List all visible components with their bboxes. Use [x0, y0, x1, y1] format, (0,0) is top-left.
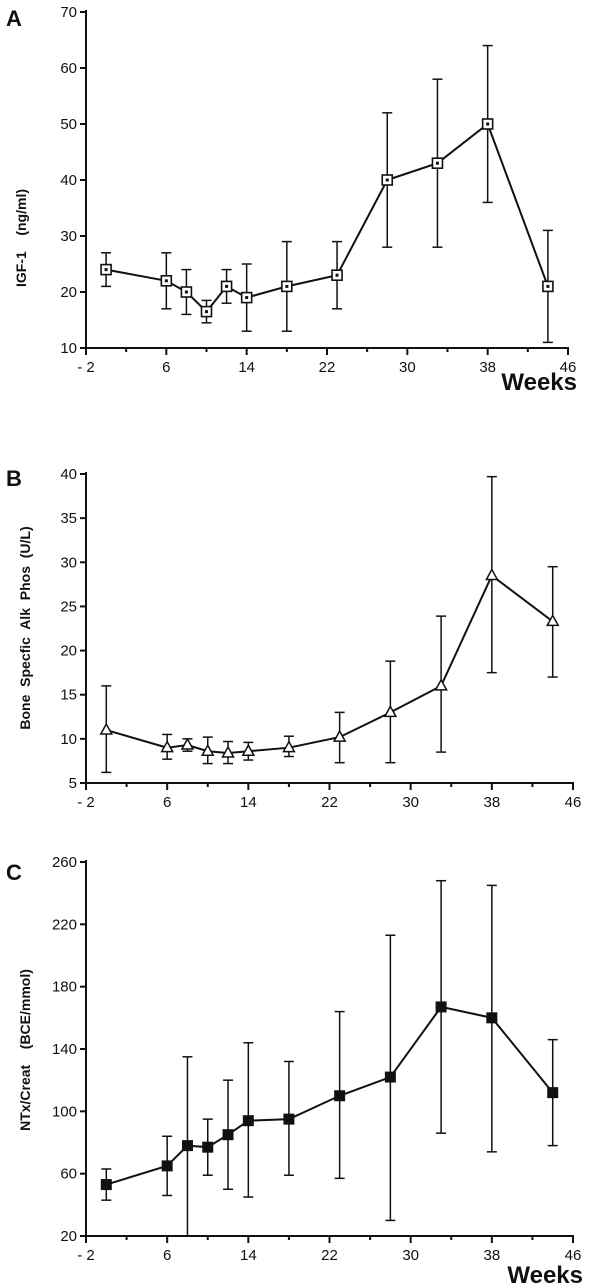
y-tick-label: 30: [60, 554, 77, 571]
y-tick-label: 220: [52, 916, 77, 933]
y-tick-label: 40: [60, 466, 77, 483]
y-axis-label: Bone Specfic Alk Phos (U/L): [17, 526, 33, 729]
y-tick-label: 10: [60, 731, 77, 748]
data-point: [221, 745, 235, 758]
x-tick-label: 46: [560, 359, 577, 376]
y-tick-label: 180: [52, 979, 77, 996]
y-axis-label: NTx/Creat (BCE/mmol): [17, 969, 33, 1131]
data-point: [384, 1071, 396, 1083]
y-tick-label: 15: [60, 687, 77, 704]
x-tick-label: 22: [321, 1247, 338, 1264]
y-tick-label: 5: [69, 775, 77, 792]
data-point-dot: [184, 290, 188, 294]
x-tick-label: 30: [402, 1247, 419, 1264]
data-point: [160, 740, 174, 753]
data-point: [334, 1090, 346, 1102]
x-tick-label: 46: [565, 794, 582, 811]
data-point: [100, 1179, 112, 1191]
chart-panel-c: C 20 60 100 140 180 220 260 - 2 6 14 22 30 38 46 NTx/Cr…: [6, 854, 583, 1288]
data-point: [242, 1115, 254, 1127]
data-point: [383, 704, 398, 718]
data-point-dot: [205, 310, 208, 314]
x-tick-label: 38: [483, 794, 500, 811]
y-tick-label: 100: [52, 1103, 77, 1120]
data-point: [283, 1113, 295, 1125]
data-point-dot: [245, 296, 249, 300]
y-tick-label: 10: [60, 340, 77, 357]
y-tick-label: 60: [60, 60, 77, 77]
x-tick-label: 38: [483, 1247, 500, 1264]
y-tick-label: 70: [60, 4, 77, 21]
x-tick-label: 38: [479, 359, 496, 376]
data-point-dot: [225, 284, 229, 288]
data-point-dot: [104, 268, 108, 272]
x-tick-label: - 2: [77, 1247, 95, 1264]
chart-panel-b: B 5 10 15 20 25 30 35 40 - 2 6 14 22 30 38 46 Bone Specf…: [6, 466, 581, 811]
x-tick-label: 46: [565, 1247, 582, 1264]
data-point: [547, 1087, 559, 1099]
series-line: [106, 573, 554, 754]
data-point: [485, 567, 499, 581]
data-point: [180, 737, 195, 750]
data-point: [202, 1141, 214, 1153]
x-tick-label: 6: [163, 1247, 171, 1264]
data-point: [99, 722, 114, 735]
data-point-dot: [385, 178, 389, 182]
data-point: [241, 743, 256, 756]
y-tick-label: 50: [60, 116, 77, 133]
x-tick-label: 6: [163, 794, 171, 811]
data-point: [222, 1129, 234, 1141]
data-point-dot: [164, 279, 168, 283]
y-tick-label: 60: [60, 1166, 77, 1183]
chart-panel-a: A 10 20 30 40 50 60 70 - 2 6 14 22 30 38 46 IGF-1 (ng/m…: [6, 4, 577, 396]
y-tick-label: 260: [52, 854, 77, 871]
y-tick-label: 20: [60, 1228, 77, 1245]
data-point-dot: [546, 284, 550, 288]
y-tick-label: 30: [60, 228, 77, 245]
data-point: [161, 1160, 173, 1172]
panel-label: B: [6, 466, 22, 491]
panel-label: A: [6, 6, 22, 31]
y-tick-label: 35: [60, 510, 77, 527]
data-point: [282, 740, 296, 753]
x-tick-label: - 2: [77, 794, 95, 811]
y-axis-label: IGF-1 (ng/ml): [13, 189, 29, 287]
x-tick-label: 22: [321, 794, 338, 811]
x-axis-label: Weeks: [507, 1262, 583, 1288]
data-point-dot: [486, 122, 490, 126]
series-line: [105, 122, 549, 314]
data-point: [435, 1001, 447, 1013]
y-tick-label: 40: [60, 172, 77, 189]
series-line: [105, 1005, 554, 1186]
data-point: [486, 1012, 498, 1024]
data-point: [332, 729, 347, 742]
x-tick-label: 6: [162, 359, 170, 376]
x-tick-label: - 2: [77, 359, 95, 376]
data-point-dot: [435, 161, 439, 165]
panel-label: C: [6, 860, 22, 885]
x-tick-label: 14: [240, 1247, 257, 1264]
x-tick-label: 14: [238, 359, 255, 376]
y-tick-label: 20: [60, 284, 77, 301]
y-tick-label: 140: [52, 1041, 77, 1058]
x-tick-label: 30: [399, 359, 416, 376]
data-point-dot: [335, 273, 339, 277]
x-tick-label: 30: [402, 794, 419, 811]
x-tick-label: 14: [240, 794, 257, 811]
y-tick-label: 25: [60, 598, 77, 615]
x-tick-label: 22: [319, 359, 336, 376]
data-point: [181, 1140, 193, 1152]
data-point: [200, 743, 215, 756]
y-tick-label: 20: [60, 643, 77, 660]
data-point: [434, 678, 448, 691]
data-point: [545, 613, 560, 627]
x-axis-label: Weeks: [501, 369, 577, 396]
data-point-dot: [285, 284, 289, 288]
